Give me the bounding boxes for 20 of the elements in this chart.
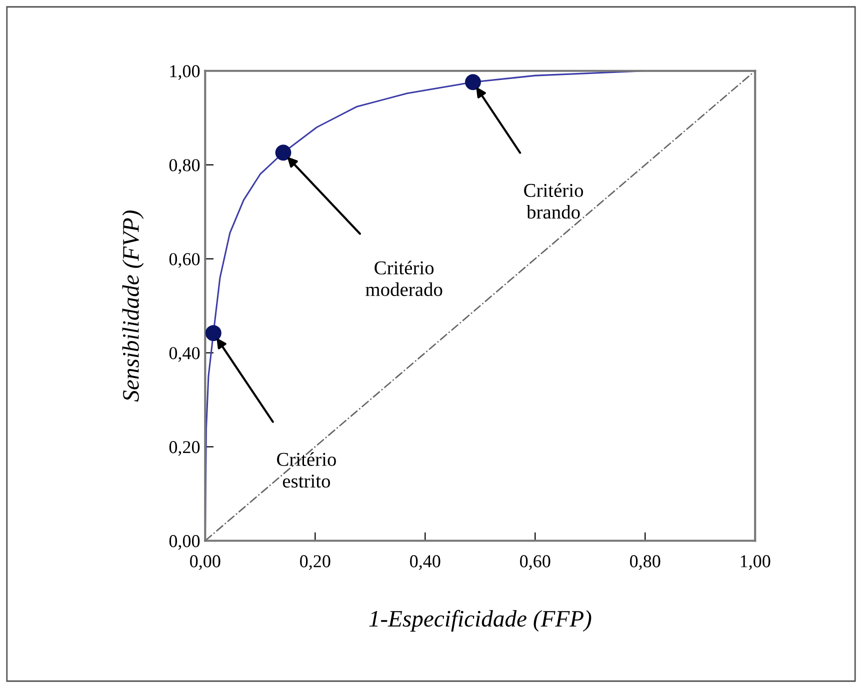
x-tick-label: 0,20 <box>300 555 330 570</box>
annotation: Critério estrito <box>277 452 336 488</box>
y-tick-label: 0,00 <box>169 535 200 550</box>
annotation: Critério brando <box>524 183 584 219</box>
x-tick-label: 0,40 <box>410 555 440 570</box>
y-tick-label: 0,40 <box>169 347 200 362</box>
x-tick-label: 0,60 <box>520 555 550 570</box>
y-tick-label: 0,80 <box>169 159 200 174</box>
y-tick-label: 0,20 <box>169 441 200 456</box>
x-axis-title: 1-Especificidade (FFP) <box>369 610 592 632</box>
point <box>275 144 292 161</box>
x-tick-label: 0,00 <box>190 555 220 570</box>
annotation: Critério moderado <box>366 260 442 296</box>
y-tick-label: 1,00 <box>170 65 200 80</box>
point <box>465 74 481 90</box>
x-tick-label: 1,00 <box>740 555 770 570</box>
x-tick-label: 0,80 <box>630 555 660 570</box>
point <box>205 325 222 342</box>
y-tick-label: 0,60 <box>169 253 200 268</box>
y-axis-title: Sensibilidade (FVP) <box>122 210 144 402</box>
